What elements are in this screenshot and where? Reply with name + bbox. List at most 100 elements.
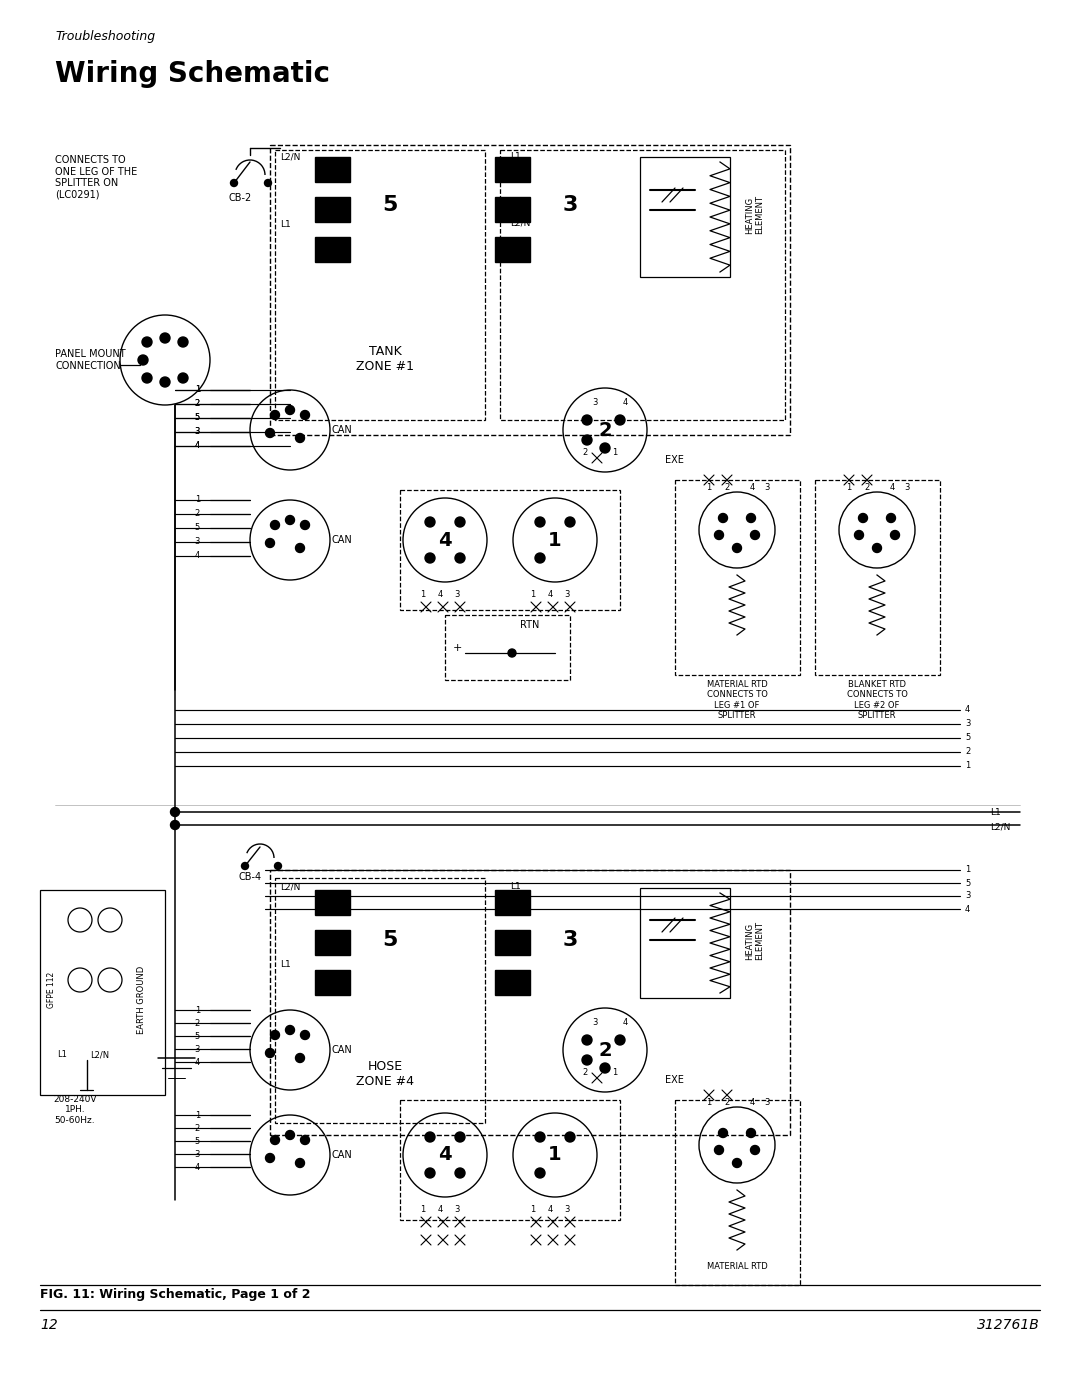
Bar	[640, 888, 730, 997]
Text: 208-240V
1PH.
50-60Hz.: 208-240V 1PH. 50-60Hz.	[53, 1095, 97, 1125]
Circle shape	[230, 179, 238, 187]
Text: L1: L1	[510, 882, 521, 891]
Circle shape	[171, 807, 179, 816]
Circle shape	[426, 517, 435, 527]
Circle shape	[160, 377, 170, 387]
Text: Troubleshooting: Troubleshooting	[55, 29, 156, 43]
Text: L2/N: L2/N	[280, 882, 300, 891]
Text: 3: 3	[194, 1150, 200, 1160]
Text: 5: 5	[966, 733, 970, 742]
Text: 3: 3	[194, 427, 200, 436]
Circle shape	[715, 1146, 724, 1154]
Circle shape	[138, 355, 148, 365]
Text: 1: 1	[706, 1098, 712, 1106]
Bar	[270, 870, 789, 1134]
Circle shape	[266, 429, 274, 437]
Circle shape	[178, 373, 188, 383]
Text: CAN: CAN	[332, 1045, 353, 1055]
Text: Wiring Schematic: Wiring Schematic	[55, 60, 330, 88]
Circle shape	[565, 1132, 575, 1141]
Bar	[445, 615, 570, 680]
Circle shape	[296, 1053, 305, 1063]
Circle shape	[718, 514, 728, 522]
Circle shape	[270, 1136, 280, 1144]
Text: 3: 3	[765, 483, 770, 492]
Circle shape	[582, 415, 592, 425]
Text: 12: 12	[40, 1317, 57, 1331]
Bar	[315, 156, 350, 182]
Text: 2: 2	[725, 483, 730, 492]
Text: 2: 2	[966, 747, 970, 757]
Circle shape	[887, 514, 895, 522]
Text: 1: 1	[420, 1206, 426, 1214]
Circle shape	[265, 179, 271, 187]
Text: +: +	[453, 643, 461, 652]
Bar	[275, 877, 485, 1123]
Circle shape	[160, 332, 170, 344]
Text: 1: 1	[612, 448, 618, 457]
Bar	[495, 970, 530, 995]
Circle shape	[732, 1158, 742, 1168]
Text: 1: 1	[966, 761, 970, 771]
Circle shape	[582, 1035, 592, 1045]
Text: L1: L1	[510, 152, 521, 161]
Text: L1: L1	[57, 1051, 67, 1059]
Circle shape	[296, 433, 305, 443]
Bar	[495, 930, 530, 956]
Text: 2: 2	[598, 420, 611, 440]
Text: 4: 4	[438, 531, 451, 549]
Text: 5: 5	[382, 196, 397, 215]
Text: 2: 2	[864, 483, 869, 492]
Text: 2: 2	[598, 1041, 611, 1059]
Text: 2: 2	[194, 509, 200, 518]
Circle shape	[582, 1055, 592, 1065]
Text: 4: 4	[750, 483, 755, 492]
Bar	[315, 197, 350, 222]
Text: 1: 1	[194, 1111, 200, 1120]
Text: 2: 2	[582, 1067, 588, 1077]
Bar	[495, 237, 530, 263]
Text: CAN: CAN	[332, 1150, 353, 1160]
Bar	[275, 149, 485, 420]
Bar	[315, 930, 350, 956]
Circle shape	[285, 1130, 295, 1140]
Text: L2/N: L2/N	[280, 152, 300, 161]
Circle shape	[270, 521, 280, 529]
Text: 5: 5	[194, 414, 200, 422]
Circle shape	[718, 1129, 728, 1137]
Circle shape	[296, 1158, 305, 1168]
Circle shape	[426, 1168, 435, 1178]
Text: 1: 1	[966, 866, 970, 875]
Circle shape	[891, 531, 900, 539]
Text: L1: L1	[280, 219, 291, 229]
Text: L2/N: L2/N	[990, 823, 1011, 833]
Circle shape	[746, 514, 756, 522]
Text: 1: 1	[706, 483, 712, 492]
Text: 4: 4	[194, 1162, 200, 1172]
Circle shape	[746, 1129, 756, 1137]
Text: GFPE 112: GFPE 112	[48, 972, 56, 1009]
Bar	[675, 481, 800, 675]
Text: RTN: RTN	[521, 620, 540, 630]
Circle shape	[300, 411, 310, 419]
Bar	[495, 156, 530, 182]
Circle shape	[285, 515, 295, 524]
Text: TANK
ZONE #1: TANK ZONE #1	[356, 345, 414, 373]
Text: 1: 1	[549, 531, 562, 549]
Text: 3: 3	[966, 719, 970, 728]
Text: CONNECTS TO
ONE LEG OF THE
SPLITTER ON
(LC0291): CONNECTS TO ONE LEG OF THE SPLITTER ON (…	[55, 155, 137, 200]
Circle shape	[873, 543, 881, 552]
Text: 4: 4	[438, 1146, 451, 1165]
Text: 312761B: 312761B	[977, 1317, 1040, 1331]
Circle shape	[854, 531, 864, 539]
Circle shape	[285, 1025, 295, 1035]
Text: 1: 1	[847, 483, 852, 492]
Text: MATERIAL RTD
CONNECTS TO
LEG #1 OF
SPLITTER: MATERIAL RTD CONNECTS TO LEG #1 OF SPLIT…	[706, 680, 768, 721]
Bar	[675, 1099, 800, 1285]
Text: 4: 4	[437, 1206, 443, 1214]
Circle shape	[141, 373, 152, 383]
Circle shape	[859, 514, 867, 522]
Text: 2: 2	[194, 400, 200, 408]
Text: L1: L1	[990, 807, 1001, 817]
Text: 3: 3	[765, 1098, 770, 1106]
